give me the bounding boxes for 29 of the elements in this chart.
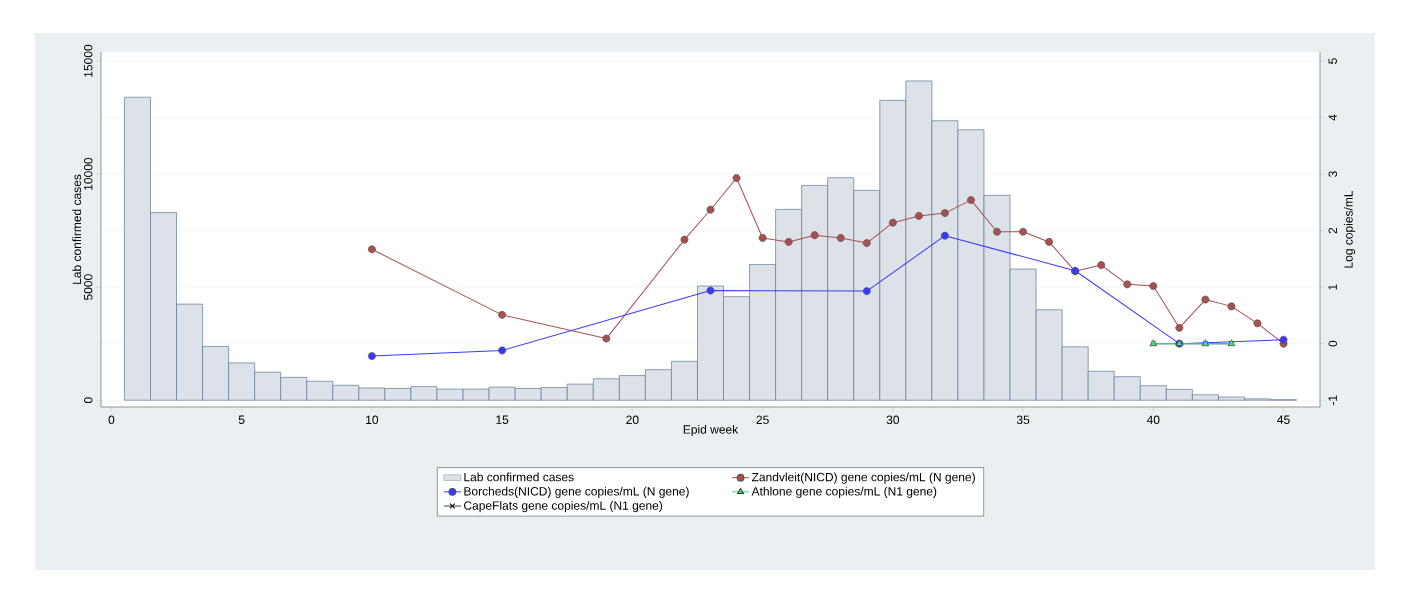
- x-tick-label: 15: [496, 415, 509, 424]
- y2-tick-label: -1: [1328, 395, 1337, 406]
- legend-label: Borcheds(NICD) gene copies/mL (N gene): [464, 486, 689, 498]
- x-tick-label: 40: [1146, 415, 1160, 425]
- legend-label: Zandvleit(NICD) gene copies/mL (N gene): [751, 472, 975, 484]
- x-tick-label: 35: [1016, 415, 1030, 425]
- x-axis-title: Epid week: [683, 424, 739, 437]
- legend-label: Lab confirmed cases: [464, 472, 574, 482]
- y-tick-label: 0: [83, 397, 93, 404]
- legend-label: CapeFlats gene copies/mL (N1 gene): [464, 500, 663, 513]
- x-tick-label: 5: [238, 415, 245, 424]
- y2-tick-label: 1: [1328, 284, 1337, 290]
- y-tick-label: 5000: [83, 274, 93, 301]
- x-tick-label: 0: [108, 415, 115, 425]
- y-axis-title: Lab confirmed cases: [72, 174, 82, 284]
- y2-tick-label: 5: [1328, 58, 1337, 64]
- y2-axis-title: Log copies/mL: [1343, 190, 1356, 268]
- x-tick-label: 20: [626, 415, 639, 425]
- x-tick-label: 30: [886, 415, 900, 425]
- y2-tick-label: 0: [1328, 340, 1338, 347]
- x-tick-label: 45: [1277, 415, 1290, 424]
- y2-tick-label: 3: [1328, 171, 1338, 177]
- y2-tick-label: 4: [1328, 114, 1337, 121]
- y-tick-label: 10000: [83, 157, 93, 190]
- y-tick-label: 15000: [83, 44, 93, 77]
- legend-label: Athlone gene copies/mL (N1 gene): [751, 486, 937, 498]
- x-tick-label: 25: [756, 415, 769, 425]
- x-tick-label: 10: [366, 415, 379, 425]
- y2-tick-label: 2: [1328, 227, 1337, 234]
